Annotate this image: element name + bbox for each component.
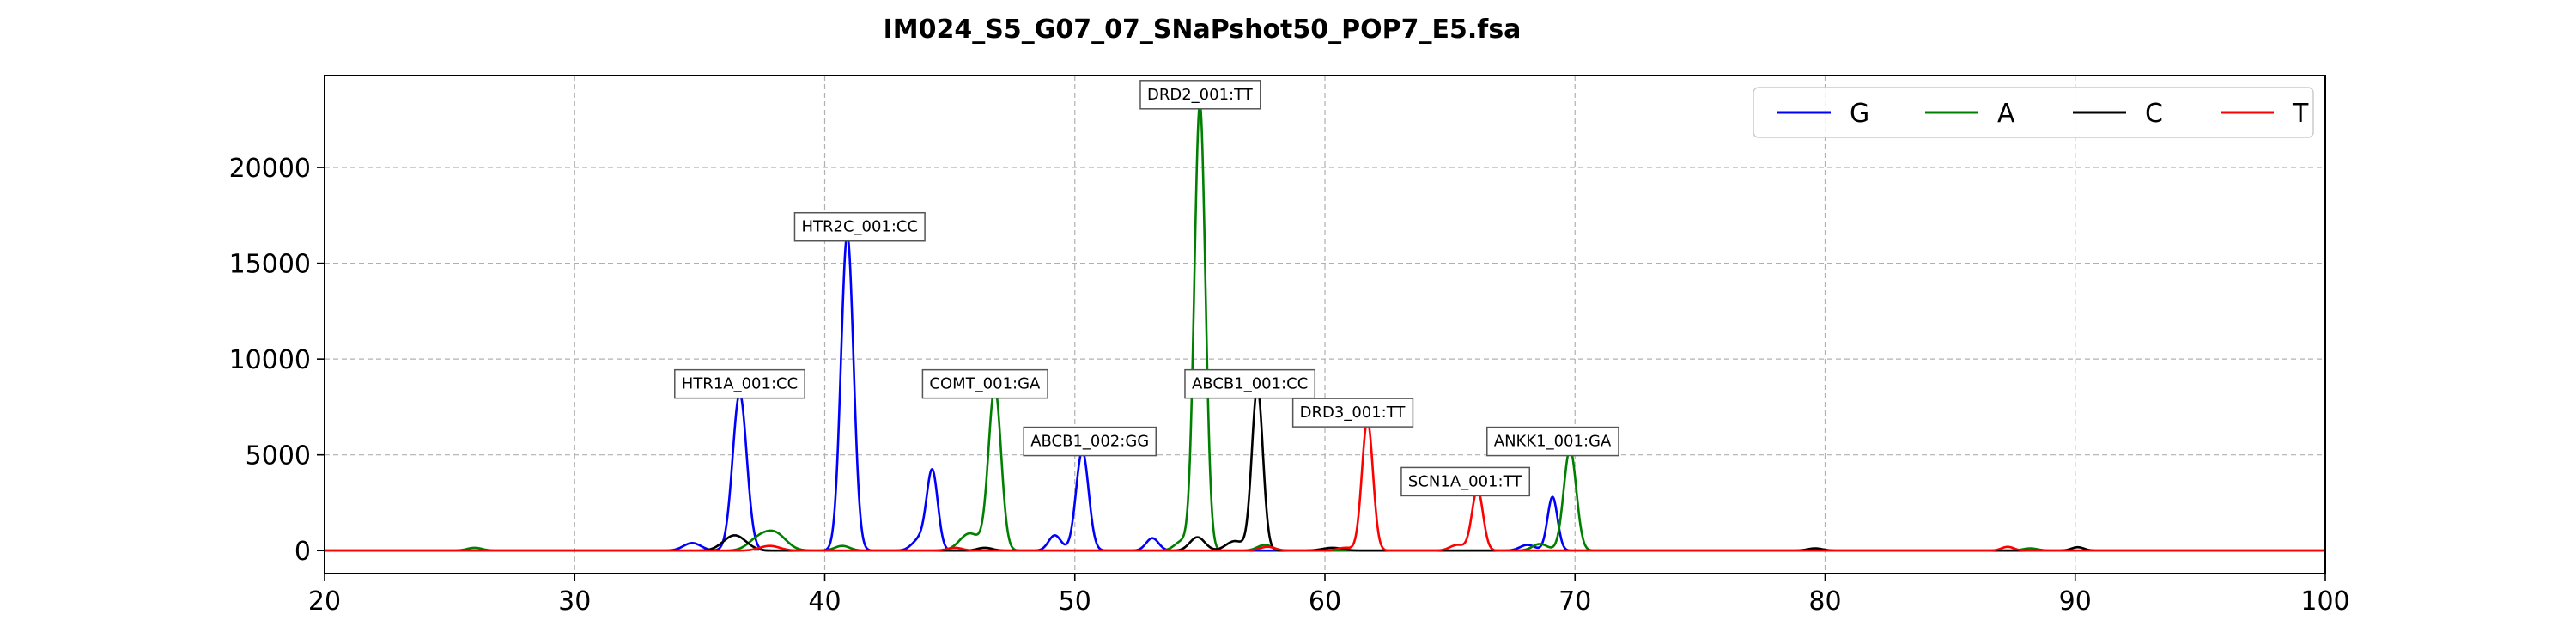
legend-label: A xyxy=(1997,99,2015,129)
y-tick-label: 15000 xyxy=(229,250,311,280)
x-tick-label: 80 xyxy=(1808,586,1841,617)
annotation: ANKK1_001:GA xyxy=(1486,426,1619,457)
legend-label: G xyxy=(1850,99,1869,129)
x-tick-label: 40 xyxy=(808,586,841,617)
annotation-label: DRD3_001:TT xyxy=(1300,404,1406,422)
legend-entry-A: A xyxy=(1925,99,2015,129)
annotation: COMT_001:GA xyxy=(921,368,1048,399)
annotation-box xyxy=(1139,80,1261,110)
annotation-label: SCN1A_001:TT xyxy=(1408,472,1522,490)
legend-entry-T: T xyxy=(2221,99,2309,129)
legend-label: T xyxy=(2292,99,2309,129)
annotation-label: DRD2_001:TT xyxy=(1147,86,1254,104)
annotation: HTR1A_001:CC xyxy=(674,368,805,399)
legend-entry-C: C xyxy=(2073,99,2163,129)
axes: 20 30 40 50 60 70 80 90 100 0 5000 10000 15000 20000 xyxy=(229,154,2350,617)
y-tick-label: 10000 xyxy=(229,345,311,375)
x-tick-label: 60 xyxy=(1309,586,1341,617)
annotation: DRD3_001:TT xyxy=(1291,398,1414,428)
annotation-label: ABCB1_002:GG xyxy=(1030,433,1149,451)
annotation-box xyxy=(793,211,926,242)
chart-title: IM024_S5_G07_07_SNaPshot50_POP7_E5.fsa xyxy=(884,15,1522,45)
annotation: ABCB1_001:CC xyxy=(1184,368,1316,399)
y-tick-label: 0 xyxy=(295,537,311,567)
x-tick-label: 100 xyxy=(2300,586,2349,617)
annotation: DRD2_001:TT xyxy=(1139,80,1261,110)
annotation-box xyxy=(1291,398,1414,428)
x-tick-label: 90 xyxy=(2059,586,2092,617)
annotation: HTR2C_001:CC xyxy=(793,211,926,242)
annotation-box xyxy=(1023,426,1157,457)
x-tick-label: 20 xyxy=(308,586,341,617)
annotation-label: HTR2C_001:CC xyxy=(801,218,918,236)
annotation-label: HTR1A_001:CC xyxy=(682,375,798,393)
annotation-box xyxy=(921,368,1048,399)
legend-entry-G: G xyxy=(1777,99,1869,129)
annotation-box xyxy=(674,368,805,399)
annotation-label: ABCB1_001:CC xyxy=(1192,375,1308,393)
y-tick-label: 20000 xyxy=(229,154,311,184)
series-layer xyxy=(324,102,2326,552)
x-tick-label: 30 xyxy=(558,586,591,617)
annotation: ABCB1_002:GG xyxy=(1023,426,1157,457)
x-tick-label: 50 xyxy=(1059,586,1091,617)
legend-box xyxy=(1753,87,2314,138)
series-line-T xyxy=(324,419,2326,552)
annotation: SCN1A_001:TT xyxy=(1400,466,1531,497)
legend-label: C xyxy=(2145,99,2163,129)
annotation-box xyxy=(1486,426,1619,457)
annotation-label: ANKK1_001:GA xyxy=(1494,433,1612,451)
plot-border xyxy=(324,75,2326,574)
plot-frame xyxy=(324,75,2326,574)
series-T xyxy=(324,419,2326,552)
annotations: HTR1A_001:CC HTR2C_001:CC COMT_001:GA ABCB1… xyxy=(674,80,1619,497)
annotation-box xyxy=(1184,368,1316,399)
annotation-label: COMT_001:GA xyxy=(929,375,1041,393)
grid xyxy=(324,76,2326,574)
annotation-box xyxy=(1400,466,1531,497)
x-tick-label: 70 xyxy=(1558,586,1591,617)
y-tick-label: 5000 xyxy=(246,441,311,471)
